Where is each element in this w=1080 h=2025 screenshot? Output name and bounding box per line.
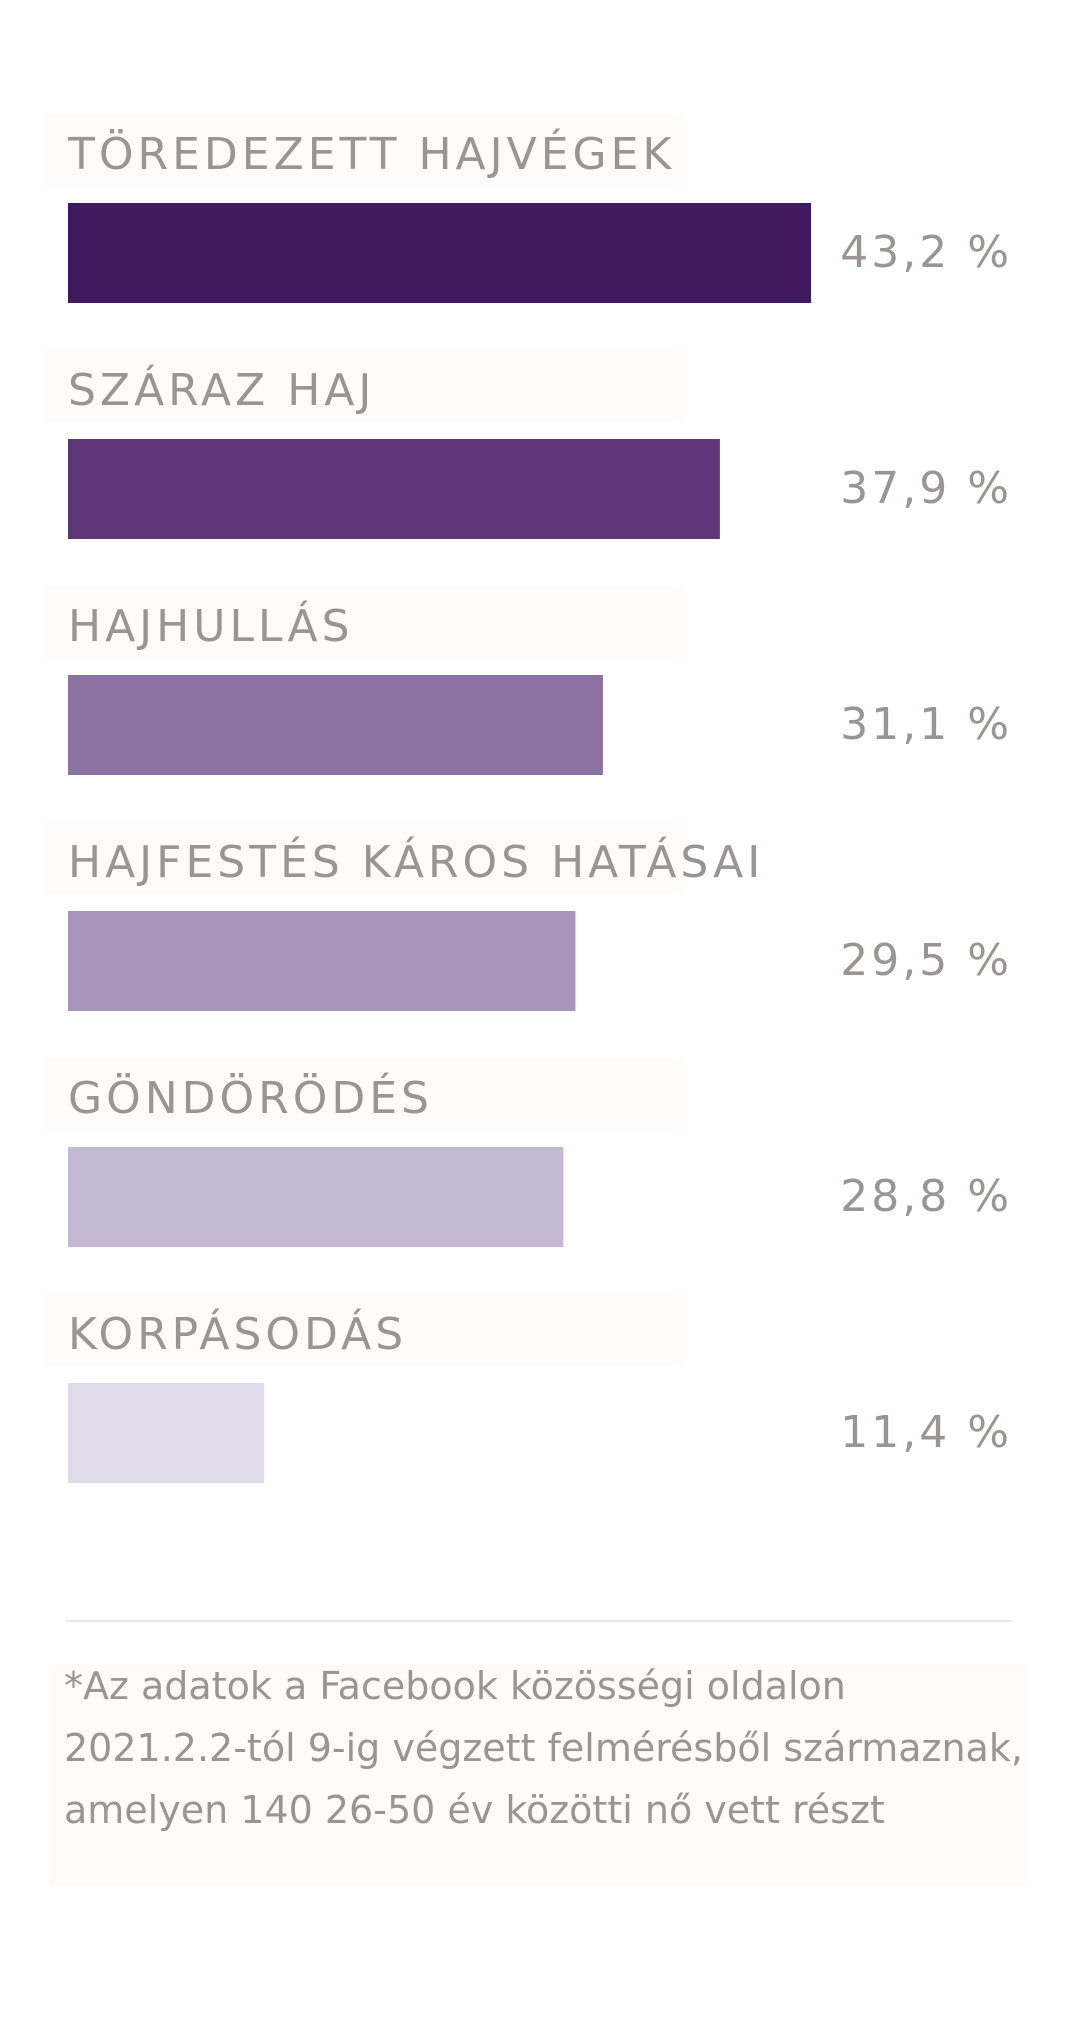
label-highlight	[44, 587, 684, 657]
value-label: 31,1 %	[840, 699, 1012, 750]
footnote-line: amelyen 140 26-50 év közötti nő vett rés…	[64, 1788, 885, 1832]
footnote-line: 2021.2.2-tól 9-ig végzett felmérésből sz…	[64, 1726, 1023, 1770]
value-label: 43,2 %	[840, 227, 1012, 278]
label-highlight	[44, 823, 684, 893]
value-label: 11,4 %	[840, 1407, 1012, 1458]
bar	[68, 439, 720, 539]
value-label: 28,8 %	[840, 1171, 1012, 1222]
bar	[68, 911, 576, 1011]
footnote-panel	[50, 1665, 1025, 1885]
value-label: 37,9 %	[840, 463, 1012, 514]
footnote-line: *Az adatok a Facebook közösségi oldalon	[64, 1664, 846, 1708]
category-label: GÖNDÖRÖDÉS	[68, 1071, 433, 1124]
label-highlight	[44, 1295, 684, 1365]
category-label: KORPÁSODÁS	[68, 1307, 407, 1360]
value-label: 29,5 %	[840, 935, 1012, 986]
bar	[68, 203, 812, 303]
label-highlight	[44, 1059, 684, 1129]
category-label: HAJFESTÉS KÁROS HATÁSAI	[68, 835, 764, 888]
label-highlight	[44, 351, 684, 421]
category-label: HAJHULLÁS	[68, 599, 354, 652]
bar	[68, 1147, 564, 1247]
label-highlight	[44, 115, 684, 185]
bar	[68, 1383, 265, 1483]
category-label: TÖREDEZETT HAJVÉGEK	[67, 127, 675, 180]
category-label: SZÁRAZ HAJ	[68, 363, 375, 416]
bar	[68, 675, 603, 775]
